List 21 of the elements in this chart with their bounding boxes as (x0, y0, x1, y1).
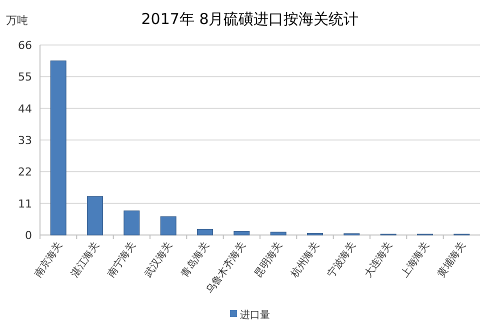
y-tick-label: 55 (18, 70, 32, 84)
x-tick-label: 大连海关 (362, 240, 395, 280)
y-tick-label: 66 (18, 39, 32, 52)
x-tick-label: 南京海关 (32, 240, 65, 280)
x-tick-label: 黄埔海关 (435, 240, 468, 280)
x-tick-label: 南宁海关 (105, 240, 138, 280)
chart-title: 2017年 8月硫磺进口按海关统计 (141, 10, 359, 28)
x-tick-label: 青岛海关 (178, 240, 212, 280)
legend-label: 进口量 (240, 309, 270, 321)
y-tick-label: 22 (18, 166, 32, 179)
y-tick-label: 44 (18, 102, 32, 116)
x-tick-label: 湛江海关 (68, 240, 102, 280)
y-tick-label: 11 (18, 197, 32, 210)
y-axis-title: 万吨 (6, 14, 28, 27)
x-tick-label: 武汉海关 (142, 240, 175, 280)
y-tick-label: 33 (18, 134, 32, 147)
x-tick-label: 宁波海关 (325, 240, 358, 280)
x-tick-label: 昆明海关 (252, 240, 285, 280)
y-tick-label: 0 (25, 229, 32, 242)
x-tick-label: 杭州海关 (288, 240, 322, 280)
x-tick-label: 上海海关 (398, 240, 432, 280)
